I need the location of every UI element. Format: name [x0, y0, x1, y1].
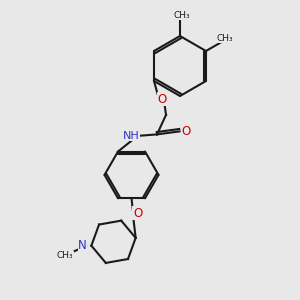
Text: O: O [158, 92, 167, 106]
Text: NH: NH [122, 131, 139, 141]
Text: O: O [133, 207, 142, 220]
Text: CH₃: CH₃ [173, 11, 190, 20]
Text: CH₃: CH₃ [57, 251, 73, 260]
Text: N: N [78, 239, 87, 252]
Text: CH₃: CH₃ [217, 34, 233, 43]
Text: O: O [182, 125, 191, 138]
